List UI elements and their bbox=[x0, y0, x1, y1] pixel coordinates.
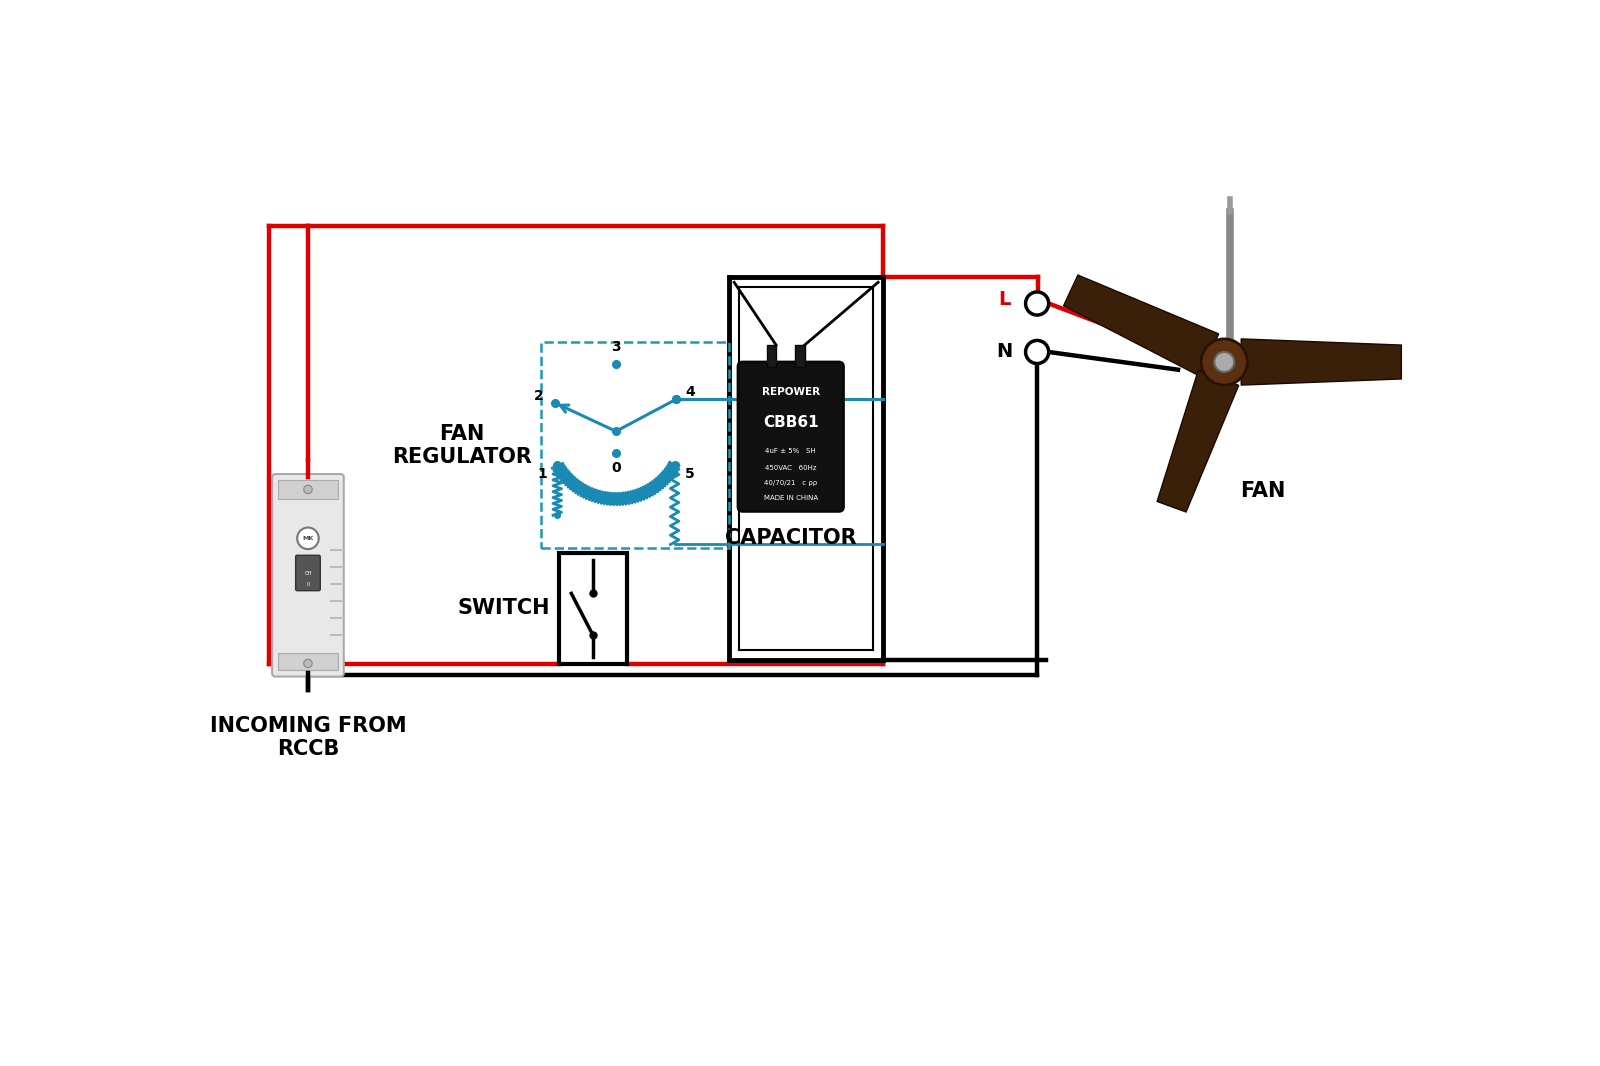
Polygon shape bbox=[1157, 371, 1238, 512]
FancyBboxPatch shape bbox=[296, 555, 320, 591]
Circle shape bbox=[304, 485, 312, 494]
Text: Off: Off bbox=[304, 571, 312, 577]
FancyBboxPatch shape bbox=[272, 474, 344, 677]
Circle shape bbox=[1214, 352, 1234, 372]
Circle shape bbox=[1202, 339, 1248, 385]
Circle shape bbox=[304, 659, 312, 667]
Text: N: N bbox=[997, 342, 1013, 361]
Text: 40/70/21   c ρρ: 40/70/21 c ρρ bbox=[765, 480, 818, 486]
Text: L: L bbox=[998, 290, 1011, 309]
Bar bbox=[558, 552, 627, 664]
Circle shape bbox=[1026, 340, 1048, 364]
FancyBboxPatch shape bbox=[738, 362, 843, 512]
Text: 1: 1 bbox=[538, 467, 547, 481]
Bar bbox=[278, 480, 338, 499]
Text: FAN: FAN bbox=[1240, 482, 1285, 501]
Text: 450VAC   60Hz: 450VAC 60Hz bbox=[765, 465, 816, 470]
Polygon shape bbox=[1242, 339, 1402, 385]
Polygon shape bbox=[1064, 275, 1219, 376]
Circle shape bbox=[298, 528, 318, 549]
Circle shape bbox=[1026, 292, 1048, 316]
Text: INCOMING FROM
RCCB: INCOMING FROM RCCB bbox=[210, 715, 406, 759]
Text: REPOWER: REPOWER bbox=[762, 387, 819, 397]
Text: FAN
REGULATOR: FAN REGULATOR bbox=[392, 423, 533, 467]
Text: 2: 2 bbox=[534, 388, 544, 403]
Bar bbox=[278, 653, 338, 671]
Text: 5: 5 bbox=[685, 467, 694, 481]
Text: 0: 0 bbox=[611, 462, 621, 475]
Bar bbox=[766, 345, 776, 367]
Text: MADE IN CHINA: MADE IN CHINA bbox=[763, 496, 818, 501]
Bar bbox=[795, 345, 805, 367]
Text: 0: 0 bbox=[306, 582, 309, 587]
Text: CBB61: CBB61 bbox=[763, 415, 819, 431]
Text: 3: 3 bbox=[611, 340, 621, 354]
Bar bbox=[541, 342, 730, 548]
Text: MK: MK bbox=[302, 536, 314, 540]
Text: 4uF ± 5%   SH: 4uF ± 5% SH bbox=[765, 448, 816, 454]
Text: 4: 4 bbox=[686, 385, 696, 399]
Text: SWITCH: SWITCH bbox=[458, 598, 550, 618]
Text: CAPACITOR: CAPACITOR bbox=[725, 529, 856, 548]
